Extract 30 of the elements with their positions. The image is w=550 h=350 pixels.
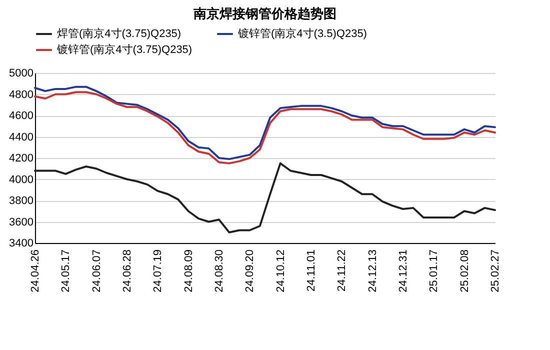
legend-label: 焊管(南京4寸(3.75)Q235): [57, 27, 182, 40]
x-tick-label: 25.02.08: [458, 250, 471, 292]
y-tick-label: 4800: [9, 88, 34, 101]
x-tick-label: 24.07.19: [152, 250, 164, 292]
chart-title: 南京焊接钢管价格趋势图: [192, 6, 336, 22]
x-tick-label: 24.08.30: [214, 250, 226, 292]
y-tick-label: 4200: [9, 152, 34, 164]
x-tick-label: 24.06.07: [90, 250, 103, 292]
x-tick-label: 24.04.26: [30, 250, 42, 292]
line-series: [34, 162, 496, 234]
x-tick-label: 24.05.17: [60, 250, 72, 292]
x-tick-label: 25.01.17: [428, 250, 440, 292]
x-tick-label: 24.10.12: [274, 250, 287, 292]
legend-label: 镀锌管(南京4寸(3.5)Q235): [237, 27, 367, 40]
legend-label: 镀锌管(南京4寸(3.75)Q235): [56, 43, 192, 56]
x-tick-label: 24.12.13: [366, 250, 379, 292]
x-tick-label: 24.06.28: [122, 250, 134, 292]
x-tick-label: 25.02.27: [490, 250, 502, 292]
y-tick-label: 3400: [9, 238, 34, 250]
x-tick-label: 24.11.22: [336, 250, 348, 292]
y-tick-label: 4400: [9, 131, 34, 144]
x-tick-label: 24.12.31: [398, 250, 410, 292]
y-tick-label: 3800: [9, 195, 34, 207]
y-tick-label: 4000: [9, 174, 34, 186]
x-tick-label: 24.11.01: [306, 250, 318, 292]
x-tick-label: 24.08.09: [182, 250, 195, 292]
y-tick-label: 5000: [9, 68, 34, 80]
y-tick-label: 3600: [9, 216, 34, 228]
x-tick-label: 24.09.20: [244, 250, 256, 292]
y-tick-label: 4600: [9, 110, 34, 122]
